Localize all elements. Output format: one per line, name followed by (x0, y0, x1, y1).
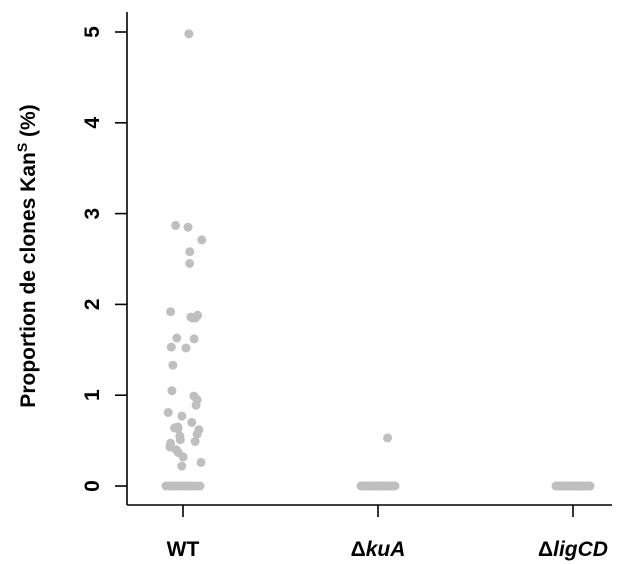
y-axis-label: Proportion de clones KanS (%) (14, 104, 40, 407)
data-point (197, 235, 207, 245)
x-tick-label-plain: WT (167, 538, 200, 561)
x-tick-label: ΔligCD (538, 538, 608, 561)
data-point (185, 259, 195, 268)
y-axis-label-superscript: S (14, 143, 30, 152)
x-tick-label-italic: ligCD (553, 538, 608, 561)
data-point (171, 220, 181, 230)
data-point (167, 386, 177, 396)
data-point (177, 461, 187, 471)
data-point (172, 333, 182, 343)
data-point (189, 334, 199, 344)
data-point (175, 435, 185, 445)
x-tick-label: WT (167, 538, 200, 561)
data-point (585, 481, 595, 491)
data-point (187, 313, 197, 323)
data-point (187, 417, 197, 427)
data-point (173, 424, 183, 434)
data-points (161, 29, 595, 491)
data-point (184, 29, 194, 39)
x-tick-label-italic: kuA (366, 538, 406, 561)
data-point (190, 437, 200, 446)
y-tick-label: 1 (81, 389, 104, 401)
data-point (185, 247, 195, 257)
data-point (383, 433, 393, 443)
y-axis: 0 1 2 3 4 5 (81, 12, 128, 505)
data-point (178, 452, 188, 462)
data-point (163, 408, 173, 417)
data-point (181, 343, 191, 353)
data-point (166, 342, 176, 352)
x-tick-label: ΔkuA (351, 538, 406, 561)
data-point (192, 429, 202, 439)
y-axis-label-suffix: (%) (17, 104, 40, 143)
y-tick-label: 3 (81, 208, 104, 220)
data-point (183, 222, 193, 232)
data-point (196, 457, 206, 467)
data-point (191, 400, 201, 410)
data-point (195, 481, 205, 491)
y-axis-label-main: Proportion de clones Kan (17, 152, 40, 408)
y-tick-label: 4 (81, 117, 104, 129)
y-tick-label: 5 (81, 26, 104, 38)
data-point (390, 481, 400, 491)
data-point (166, 307, 176, 317)
data-point (177, 411, 187, 421)
x-tick-label-prefix: Δ (538, 538, 553, 561)
x-axis: WT ΔkuA ΔligCD (127, 504, 612, 561)
y-tick-label: 0 (81, 480, 104, 492)
data-point (168, 360, 178, 370)
y-tick-label: 2 (81, 299, 104, 311)
x-tick-label-prefix: Δ (351, 538, 366, 561)
